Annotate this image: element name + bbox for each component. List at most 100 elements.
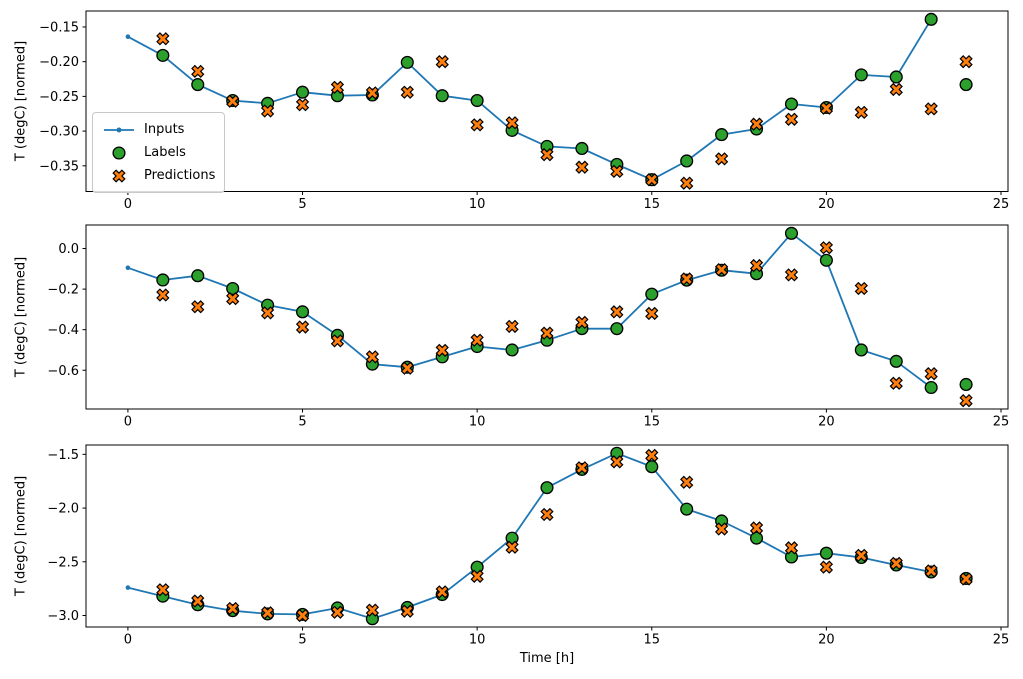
prediction-marker	[295, 320, 310, 334]
prediction-marker	[784, 541, 799, 555]
prediction-marker	[435, 343, 449, 358]
y-tick-label: −0.15	[39, 20, 79, 35]
prediction-marker	[784, 268, 799, 282]
y-tick-label: −0.25	[39, 90, 79, 105]
prediction-marker	[959, 55, 973, 69]
x-tick-label: 25	[993, 633, 1010, 648]
y-tick-label: −0.30	[39, 125, 79, 140]
input-dot	[125, 585, 131, 590]
prediction-marker	[959, 572, 973, 586]
subplot-3: 0 5 10 15 20 25 −1.5 −2.0 −2.5 −3.0	[47, 444, 1010, 648]
label-marker	[715, 128, 729, 142]
prediction-marker	[854, 548, 868, 562]
prediction-marker	[365, 86, 380, 100]
legend: Inputs Labels Predictions	[92, 112, 226, 193]
label-marker	[854, 68, 868, 82]
prediction-marker	[470, 333, 484, 347]
legend-x	[112, 168, 126, 183]
label-marker	[191, 78, 205, 92]
x-tick-label: 20	[818, 633, 835, 648]
legend-circle	[112, 145, 126, 160]
label-marker	[610, 322, 624, 336]
legend-label-predictions: Predictions	[144, 167, 216, 183]
prediction-marker	[540, 507, 554, 522]
prediction-marker	[854, 105, 868, 120]
axes-frame	[85, 224, 1009, 410]
prediction-marker	[889, 556, 903, 571]
x-tick-label: 5	[298, 197, 306, 212]
prediction-marker	[575, 160, 589, 174]
prediction-marker	[435, 585, 449, 599]
prediction-marker	[645, 306, 659, 321]
prediction-marker	[924, 564, 938, 578]
y-tick-label: −0.2	[47, 283, 79, 298]
prediction-marker	[400, 604, 414, 618]
prediction-marker	[295, 608, 310, 623]
legend-item-labels: Labels	[102, 141, 215, 164]
label-marker	[540, 481, 554, 495]
prediction-marker	[226, 94, 240, 108]
label-marker	[924, 12, 938, 26]
prediction-marker	[226, 291, 240, 306]
prediction-marker	[330, 334, 345, 348]
prediction-marker	[645, 173, 659, 187]
input-dot	[125, 34, 131, 39]
prediction-marker	[610, 164, 624, 179]
label-marker	[819, 253, 833, 267]
x-tick-label: 25	[993, 197, 1010, 212]
prediction-marker	[365, 350, 380, 364]
legend-line-dot	[116, 127, 122, 132]
prediction-marker	[889, 82, 903, 97]
x-tick-label: 10	[469, 415, 486, 430]
x-tick-label: 15	[643, 415, 660, 430]
y-tick-label: −0.20	[39, 55, 79, 70]
prediction-marker	[610, 455, 624, 469]
label-marker	[680, 154, 694, 168]
y-tick-label: −2.5	[47, 555, 79, 570]
label-marker	[749, 531, 764, 545]
prediction-marker	[156, 288, 170, 302]
label-marker	[505, 343, 519, 357]
prediction-marker	[470, 118, 484, 132]
x-tick-label: 25	[993, 415, 1010, 430]
prediction-marker	[819, 560, 834, 574]
prediction-marker	[191, 64, 205, 79]
prediction-marker	[714, 522, 729, 536]
inputs-line-dot-icon	[104, 127, 134, 132]
label-marker	[470, 94, 484, 108]
prediction-marker	[400, 85, 414, 99]
prediction-marker	[714, 262, 729, 277]
x-tick-label: 20	[818, 415, 835, 430]
prediction-marker	[191, 300, 205, 314]
prediction-marker	[435, 55, 449, 69]
label-marker	[645, 460, 659, 474]
prediction-marker	[819, 101, 834, 115]
label-marker	[226, 281, 240, 296]
label-marker	[645, 287, 659, 301]
label-marker	[435, 89, 449, 103]
label-marker	[959, 377, 973, 392]
x-tick-label: 5	[298, 415, 306, 430]
prediction-marker	[924, 367, 938, 381]
prediction-marker	[749, 521, 764, 535]
y-axis-label-subplot-3: T (degC) [normed]	[13, 475, 29, 597]
prediction-marker	[575, 461, 589, 475]
prediction-marker	[330, 605, 345, 619]
axes-frame	[85, 444, 1009, 628]
legend-item-inputs: Inputs	[102, 118, 215, 141]
prediction-marker	[645, 448, 659, 463]
y-tick-label: −0.4	[47, 323, 79, 338]
prediction-marker	[330, 80, 345, 95]
prediction-marker	[749, 258, 764, 273]
prediction-marker	[889, 376, 903, 390]
labels-circle-icon	[112, 145, 126, 160]
x-tick-label: 0	[124, 197, 132, 212]
x-tick-label: 20	[818, 197, 835, 212]
prediction-marker	[749, 117, 764, 131]
x-tick-label: 10	[469, 197, 486, 212]
prediction-marker	[400, 361, 414, 375]
label-marker	[400, 55, 414, 69]
x-tick-label: 15	[643, 197, 660, 212]
label-marker	[959, 78, 973, 92]
